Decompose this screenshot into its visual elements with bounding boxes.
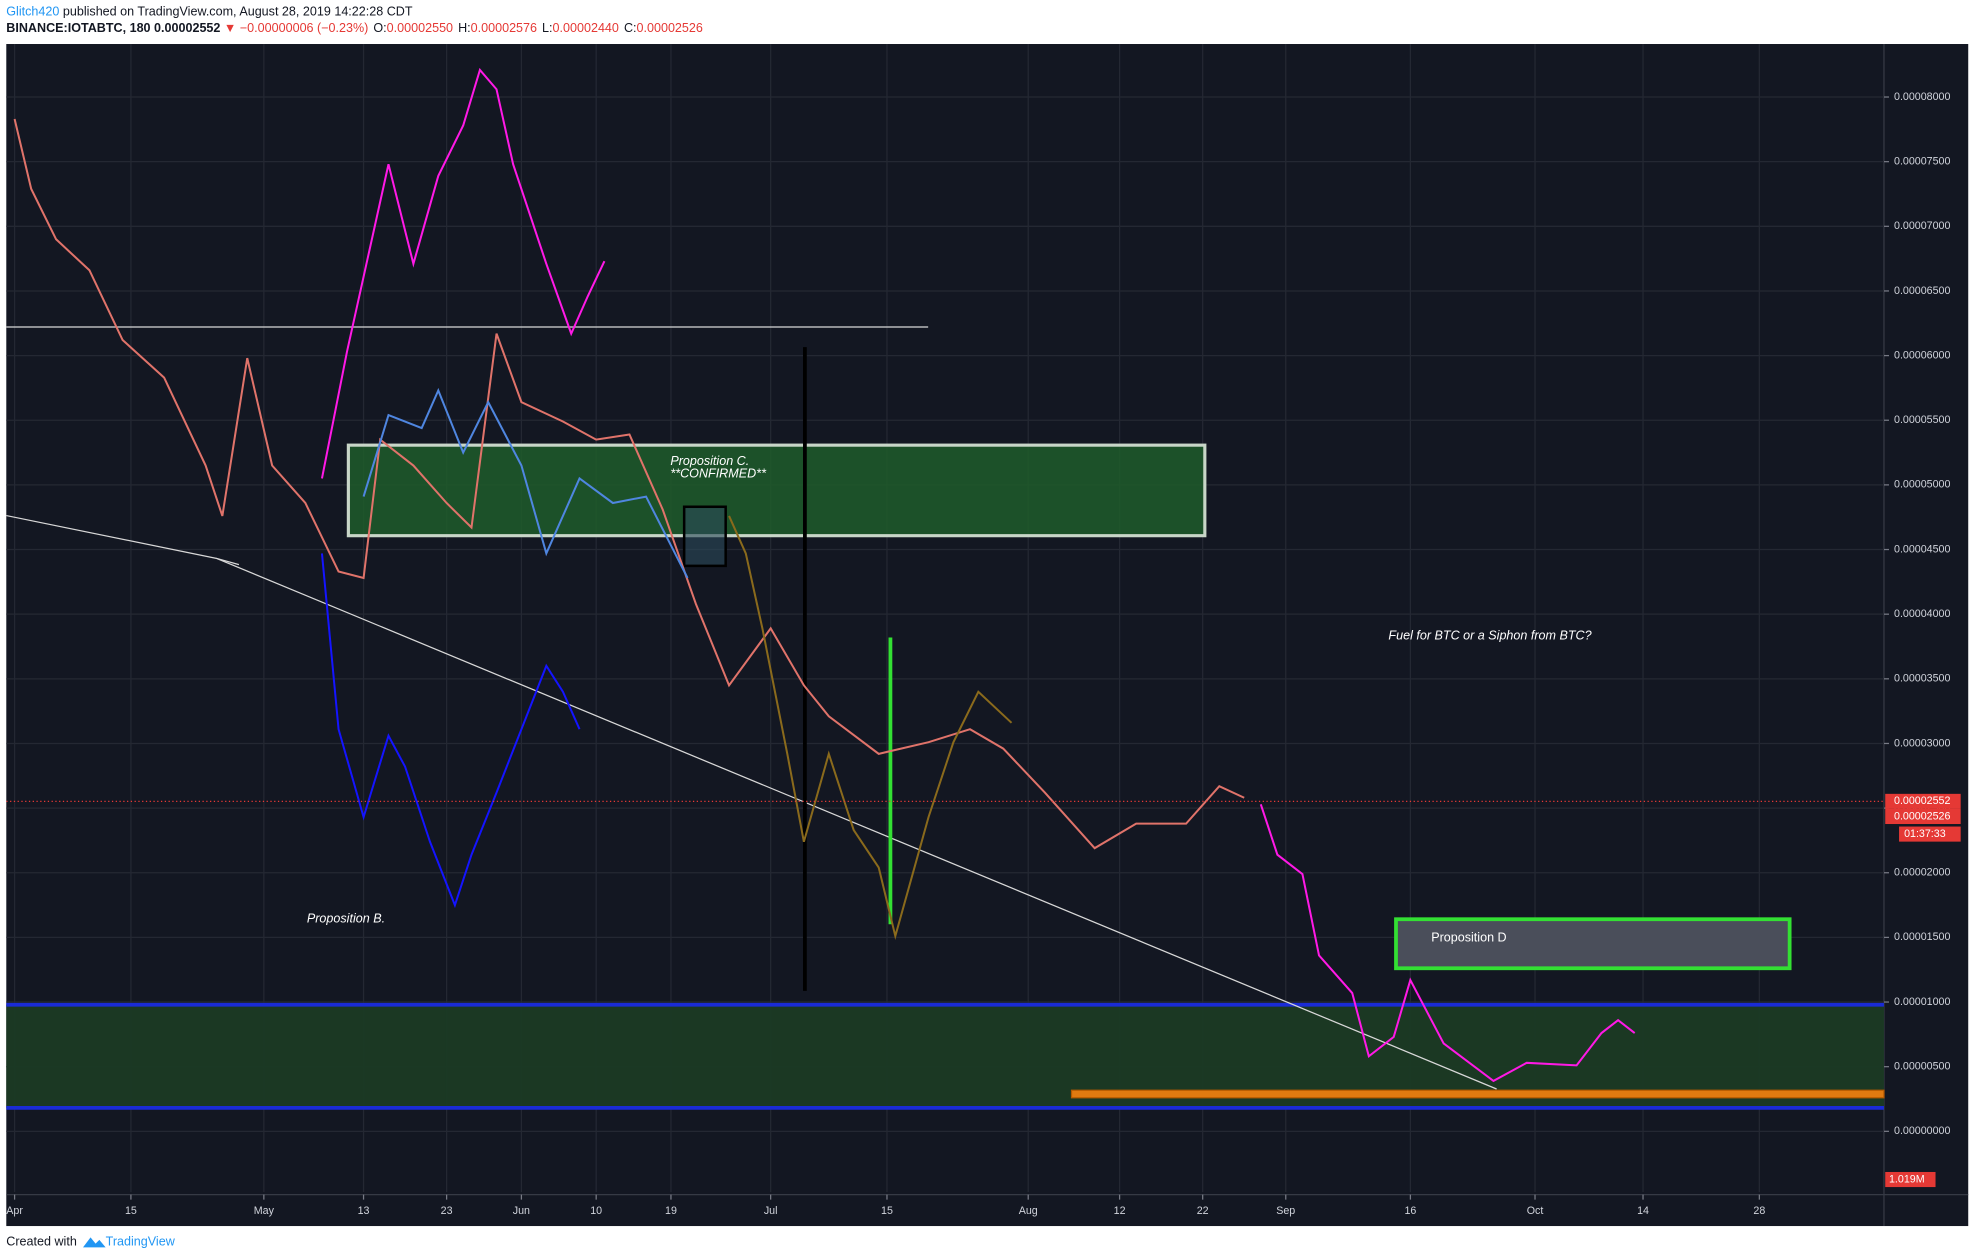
y-tick-label: 0.00002000 xyxy=(1894,867,1950,879)
y-tick-label: 0.00005500 xyxy=(1894,414,1950,426)
price-line xyxy=(320,67,606,479)
y-tick-label: 0.00003000 xyxy=(1894,737,1950,749)
x-tick-label: 15 xyxy=(125,1205,137,1217)
last-price-label: 0.00002552 xyxy=(1894,795,1950,807)
published: published on TradingView.com, August 28,… xyxy=(63,5,413,19)
price-line xyxy=(728,515,1013,941)
price-line xyxy=(320,553,581,909)
ohlc-label: H: xyxy=(458,21,471,35)
price-line xyxy=(362,387,689,579)
header-line: Glitch420 published on TradingView.com, … xyxy=(6,5,413,19)
x-tick-label: 15 xyxy=(881,1205,893,1217)
y-tick-label: 0.00006000 xyxy=(1894,349,1950,361)
countdown: 01:37:33 xyxy=(1904,828,1946,840)
symbol: BINANCE:IOTABTC, 180 0.00002552 xyxy=(6,21,220,35)
x-tick-label: 19 xyxy=(665,1205,677,1217)
y-tick-label: 0.00000500 xyxy=(1894,1061,1950,1073)
orange-level xyxy=(1070,1089,1885,1099)
ohlc-value: 0.00002526 xyxy=(637,21,703,35)
ohlc: O:0.00002550 H:0.00002576 L:0.00002440 C:0.… xyxy=(373,21,702,35)
publisher[interactable]: Glitch420 xyxy=(6,5,59,19)
trend-line xyxy=(216,557,1497,1090)
last-price-box xyxy=(1885,793,1961,809)
y-tick-label: 0.00001500 xyxy=(1894,931,1950,943)
footer: Created with xyxy=(6,1235,77,1249)
y-tick-label: 0.00001000 xyxy=(1894,996,1950,1008)
price-line xyxy=(13,118,1245,850)
x-tick-label: 13 xyxy=(358,1205,370,1217)
countdown-box xyxy=(1899,826,1961,842)
y-tick-label: 0.00000000 xyxy=(1894,1125,1950,1137)
footer-text: Created with xyxy=(6,1235,77,1249)
y-tick-label: 0.00004500 xyxy=(1894,543,1950,555)
volume-box xyxy=(1885,1171,1936,1188)
x-tick-label: Jun xyxy=(513,1205,530,1217)
volume-label: 1.019M xyxy=(1889,1173,1925,1185)
x-tick-label: 14 xyxy=(1637,1205,1649,1217)
y-tick-label: 0.00008000 xyxy=(1894,91,1950,103)
x-tick-label: 16 xyxy=(1404,1205,1416,1217)
y-tick-label: 0.00003500 xyxy=(1894,673,1950,685)
ohlc-label: C: xyxy=(624,21,637,35)
proposition-d-zone xyxy=(1394,917,1792,971)
annotation: Proposition C. xyxy=(670,454,749,468)
proposition-c-zone xyxy=(346,443,1207,538)
x-tick-label: Aug xyxy=(1019,1205,1038,1217)
brand-logo xyxy=(83,1237,106,1248)
y-tick-label: 0.00007500 xyxy=(1894,155,1950,167)
y-tick-label: 0.00005000 xyxy=(1894,479,1950,491)
x-tick-label: 28 xyxy=(1753,1205,1765,1217)
brand[interactable]: TradingView xyxy=(106,1235,176,1249)
x-tick-label: Sep xyxy=(1276,1205,1295,1217)
annotation: Fuel for BTC or a Siphon from BTC? xyxy=(1388,629,1591,643)
y-tick-label: 0.00004000 xyxy=(1894,608,1950,620)
x-tick-label: Apr xyxy=(6,1205,23,1217)
annotation: **CONFIRMED** xyxy=(670,466,767,480)
x-tick-label: 12 xyxy=(1114,1205,1126,1217)
close-price-label: 0.00002526 xyxy=(1894,810,1950,822)
x-tick-label: Oct xyxy=(1527,1205,1544,1217)
x-tick-label: 10 xyxy=(590,1205,602,1217)
small-box xyxy=(682,505,727,568)
ohlc-label: O: xyxy=(373,21,386,35)
ohlc-value: 0.00002550 xyxy=(387,21,453,35)
symbol-line: BINANCE:IOTABTC, 180 0.00002552 ▼ −0.000… xyxy=(6,21,703,35)
ohlc-value: 0.00002576 xyxy=(471,21,537,35)
x-tick-label: 22 xyxy=(1197,1205,1209,1217)
y-tick-label: 0.00006500 xyxy=(1894,285,1950,297)
x-tick-label: May xyxy=(254,1205,275,1217)
annotation: Proposition D xyxy=(1431,930,1506,944)
price-line xyxy=(1259,803,1636,1083)
x-tick-label: 23 xyxy=(441,1205,453,1217)
y-tick-label: 0.00007000 xyxy=(1894,220,1950,232)
ohlc-value: 0.00002440 xyxy=(553,21,619,35)
annotation: Proposition B. xyxy=(307,912,385,926)
change: ▼ −0.00000006 (−0.23%) xyxy=(224,21,368,35)
x-tick-label: Jul xyxy=(764,1205,778,1217)
ohlc-label: L: xyxy=(542,21,552,35)
close-price-box xyxy=(1885,808,1961,825)
